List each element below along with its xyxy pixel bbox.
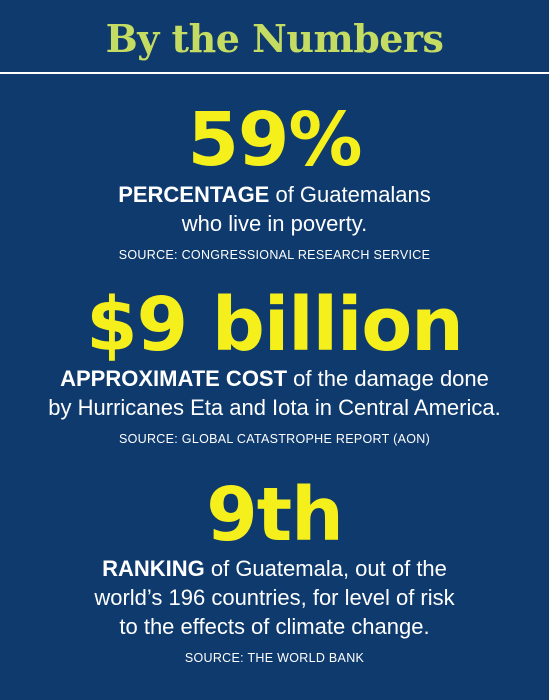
stat-lead: PERCENTAGE	[118, 182, 270, 207]
header-divider	[0, 72, 549, 74]
stat-lead: RANKING	[102, 556, 205, 581]
stat-source: SOURCE: CONGRESSIONAL RESEARCH SERVICE	[118, 248, 431, 262]
stat-lead: APPROXIMATE COST	[60, 366, 288, 391]
stat-description-line-1: of the damage done	[287, 366, 489, 391]
stat-source: SOURCE: GLOBAL CATASTROPHE REPORT (AON)	[118, 432, 431, 446]
stat-figure: 9th	[206, 472, 344, 558]
stat-description-line-1: of Guatemala, out of the	[204, 556, 447, 581]
stat-description: PERCENTAGE of Guatemalans who live in pov…	[0, 180, 549, 238]
stat-description-line-1: of Guatemalans	[269, 182, 431, 207]
stat-figure: $9 billion	[86, 282, 464, 368]
header: By the Numbers	[0, 0, 549, 74]
stat-description-line-2: world’s 196 countries, for level of risk	[94, 585, 455, 610]
stat-description: RANKING of Guatemala, out of the world’s …	[0, 554, 549, 641]
stat-climate-risk-ranking: 9th RANKING of Guatemala, out of the worl…	[0, 478, 549, 665]
stat-hurricane-cost: $9 billion APPROXIMATE COST of the damag…	[0, 288, 549, 446]
stat-source: SOURCE: THE WORLD BANK	[184, 651, 365, 665]
stat-poverty: 59% PERCENTAGE of Guatemalans who live in…	[0, 103, 549, 262]
stat-description-line-3: to the effects of climate change.	[119, 614, 430, 639]
stat-description-line-2: who live in poverty.	[181, 211, 368, 236]
stat-description: APPROXIMATE COST of the damage done by Hu…	[0, 364, 549, 422]
page-title: By the Numbers	[105, 16, 444, 61]
stat-figure: 59%	[187, 97, 362, 183]
stat-description-line-2: by Hurricanes Eta and Iota in Central Am…	[48, 395, 501, 420]
